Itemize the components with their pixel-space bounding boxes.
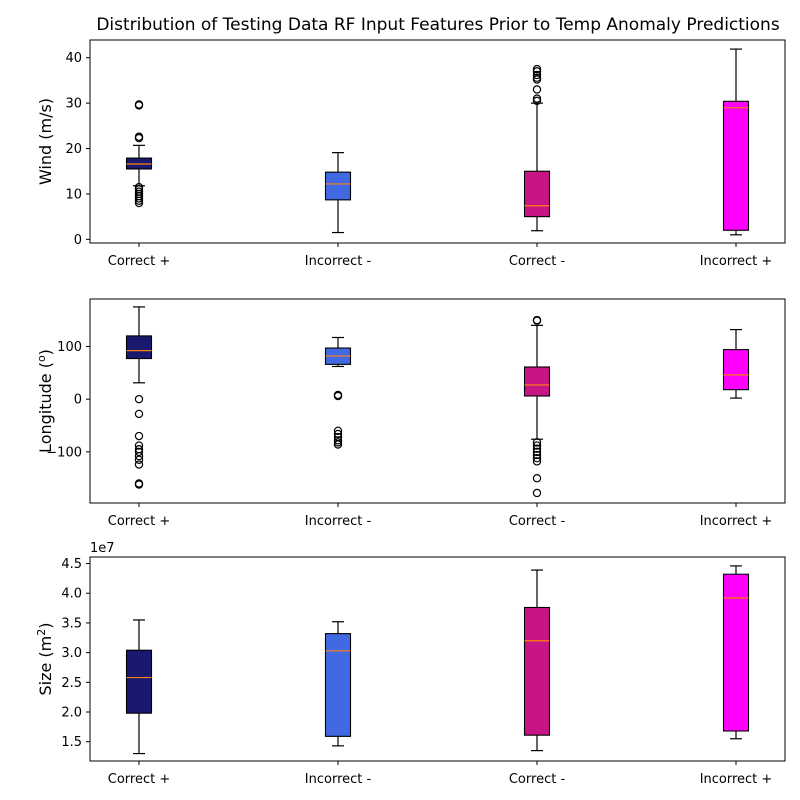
- y-tick-label: −100: [46, 445, 82, 460]
- axes-frame: [89, 298, 786, 504]
- outlier-point: [134, 100, 144, 109]
- outlier-point: [532, 73, 542, 82]
- box-correct: [125, 619, 153, 755]
- outlier-point: [134, 409, 144, 419]
- y-tick-label: 30: [65, 97, 82, 112]
- outlier-point: [532, 444, 542, 453]
- box-incorrect: [324, 152, 352, 234]
- outlier-point: [134, 132, 144, 141]
- iqr-box: [722, 349, 750, 391]
- outlier-point: [532, 96, 542, 106]
- y-tick-label: 4.5: [61, 557, 82, 572]
- outlier-point: [532, 450, 542, 460]
- y-tick-label: 0: [74, 393, 82, 408]
- x-tick-label: Incorrect +: [700, 514, 773, 529]
- x-tick-label: Correct -: [509, 514, 566, 529]
- outlier-point: [333, 426, 343, 435]
- outlier-point: [134, 480, 144, 489]
- outlier-point: [532, 85, 542, 94]
- panel-1: 0 10 20 30 40 Correct + Incorrect - Correct - In…: [36, 39, 786, 269]
- outlier-point: [532, 441, 542, 450]
- outlier-point: [134, 460, 144, 469]
- box-incorrect: [722, 48, 750, 236]
- panel-2: −100 0 100 Correct + Incorrect - Correct - Inc…: [35, 298, 786, 529]
- iqr-box: [523, 170, 551, 218]
- y-axis-label: Longitude (o): [35, 349, 55, 453]
- iqr-box: [324, 633, 352, 737]
- outlier-point: [532, 67, 542, 76]
- iqr-box: [125, 335, 153, 360]
- outlier-point: [532, 64, 542, 74]
- outlier-point: [333, 391, 343, 401]
- x-tick-label: Correct +: [108, 254, 170, 269]
- outlier-point: [333, 440, 343, 449]
- y-tick-label: 100: [57, 340, 82, 355]
- outlier-point: [134, 431, 144, 441]
- y-tick-label: 20: [65, 142, 82, 157]
- x-tick-label: Incorrect -: [305, 772, 372, 787]
- axis-offset-text: 1e7: [90, 541, 115, 556]
- plots: 0 10 20 30 40 Correct + Incorrect - Correct - In…: [35, 39, 786, 787]
- outlier-point: [532, 457, 542, 466]
- iqr-box: [324, 171, 352, 201]
- y-tick-label: 40: [65, 51, 82, 66]
- iqr-box: [523, 606, 551, 736]
- y-tick-label: 0: [74, 233, 82, 248]
- box-correct: [125, 306, 153, 489]
- chart-title: Distribution of Testing Data RF Input Fe…: [96, 15, 780, 35]
- y-axis-label: Wind (m/s): [36, 98, 55, 185]
- outlier-point: [532, 474, 542, 483]
- box-incorrect: [722, 565, 750, 740]
- x-tick-label: Correct +: [108, 772, 170, 787]
- iqr-box: [722, 573, 750, 732]
- x-tick-label: Correct -: [509, 772, 566, 787]
- axes-frame: [89, 556, 786, 762]
- y-tick-label: 3.5: [61, 616, 82, 631]
- x-tick-label: Incorrect -: [305, 254, 372, 269]
- x-tick-label: Correct +: [108, 514, 170, 529]
- x-tick-label: Correct -: [509, 254, 566, 269]
- box-correct: [125, 100, 153, 208]
- outlier-point: [134, 447, 144, 457]
- outlier-point: [134, 394, 144, 404]
- y-tick-label: 1.5: [61, 735, 82, 750]
- box-correct: [523, 569, 551, 752]
- y-tick-label: 4.0: [61, 587, 82, 602]
- outlier-point: [532, 488, 542, 498]
- y-tick-label: 2.5: [61, 676, 82, 691]
- y-tick-label: 2.0: [61, 706, 82, 721]
- outlier-point: [532, 316, 542, 325]
- y-tick-label: 10: [65, 187, 82, 202]
- y-axis-label: Size (m2): [35, 622, 55, 695]
- outlier-point: [134, 455, 144, 464]
- outlier-point: [134, 198, 144, 208]
- outlier-point: [532, 447, 542, 457]
- iqr-box: [523, 366, 551, 397]
- box-incorrect: [324, 336, 352, 449]
- outlier-point: [134, 451, 144, 461]
- outlier-point: [134, 441, 144, 450]
- outlier-point: [532, 94, 542, 103]
- outlier-point: [134, 194, 144, 203]
- x-tick-label: Incorrect +: [700, 772, 773, 787]
- axes-frame: [89, 39, 786, 244]
- panel-3: 1.5 2.0 2.5 3.0 3.5 4.0 4.5 Correct + Incorrect …: [35, 541, 786, 787]
- box-incorrect: [722, 328, 750, 399]
- y-tick-label: 3.0: [61, 646, 82, 661]
- outlier-point: [333, 429, 343, 439]
- iqr-box: [125, 649, 153, 714]
- box-correct: [523, 315, 551, 498]
- outlier-point: [532, 70, 542, 80]
- x-tick-label: Incorrect -: [305, 514, 372, 529]
- x-tick-label: Incorrect +: [700, 254, 773, 269]
- box-correct: [523, 64, 551, 232]
- box-incorrect: [324, 621, 352, 747]
- outlier-point: [134, 196, 144, 205]
- outlier-point: [532, 438, 542, 447]
- iqr-box: [722, 100, 750, 231]
- outlier-point: [532, 453, 542, 463]
